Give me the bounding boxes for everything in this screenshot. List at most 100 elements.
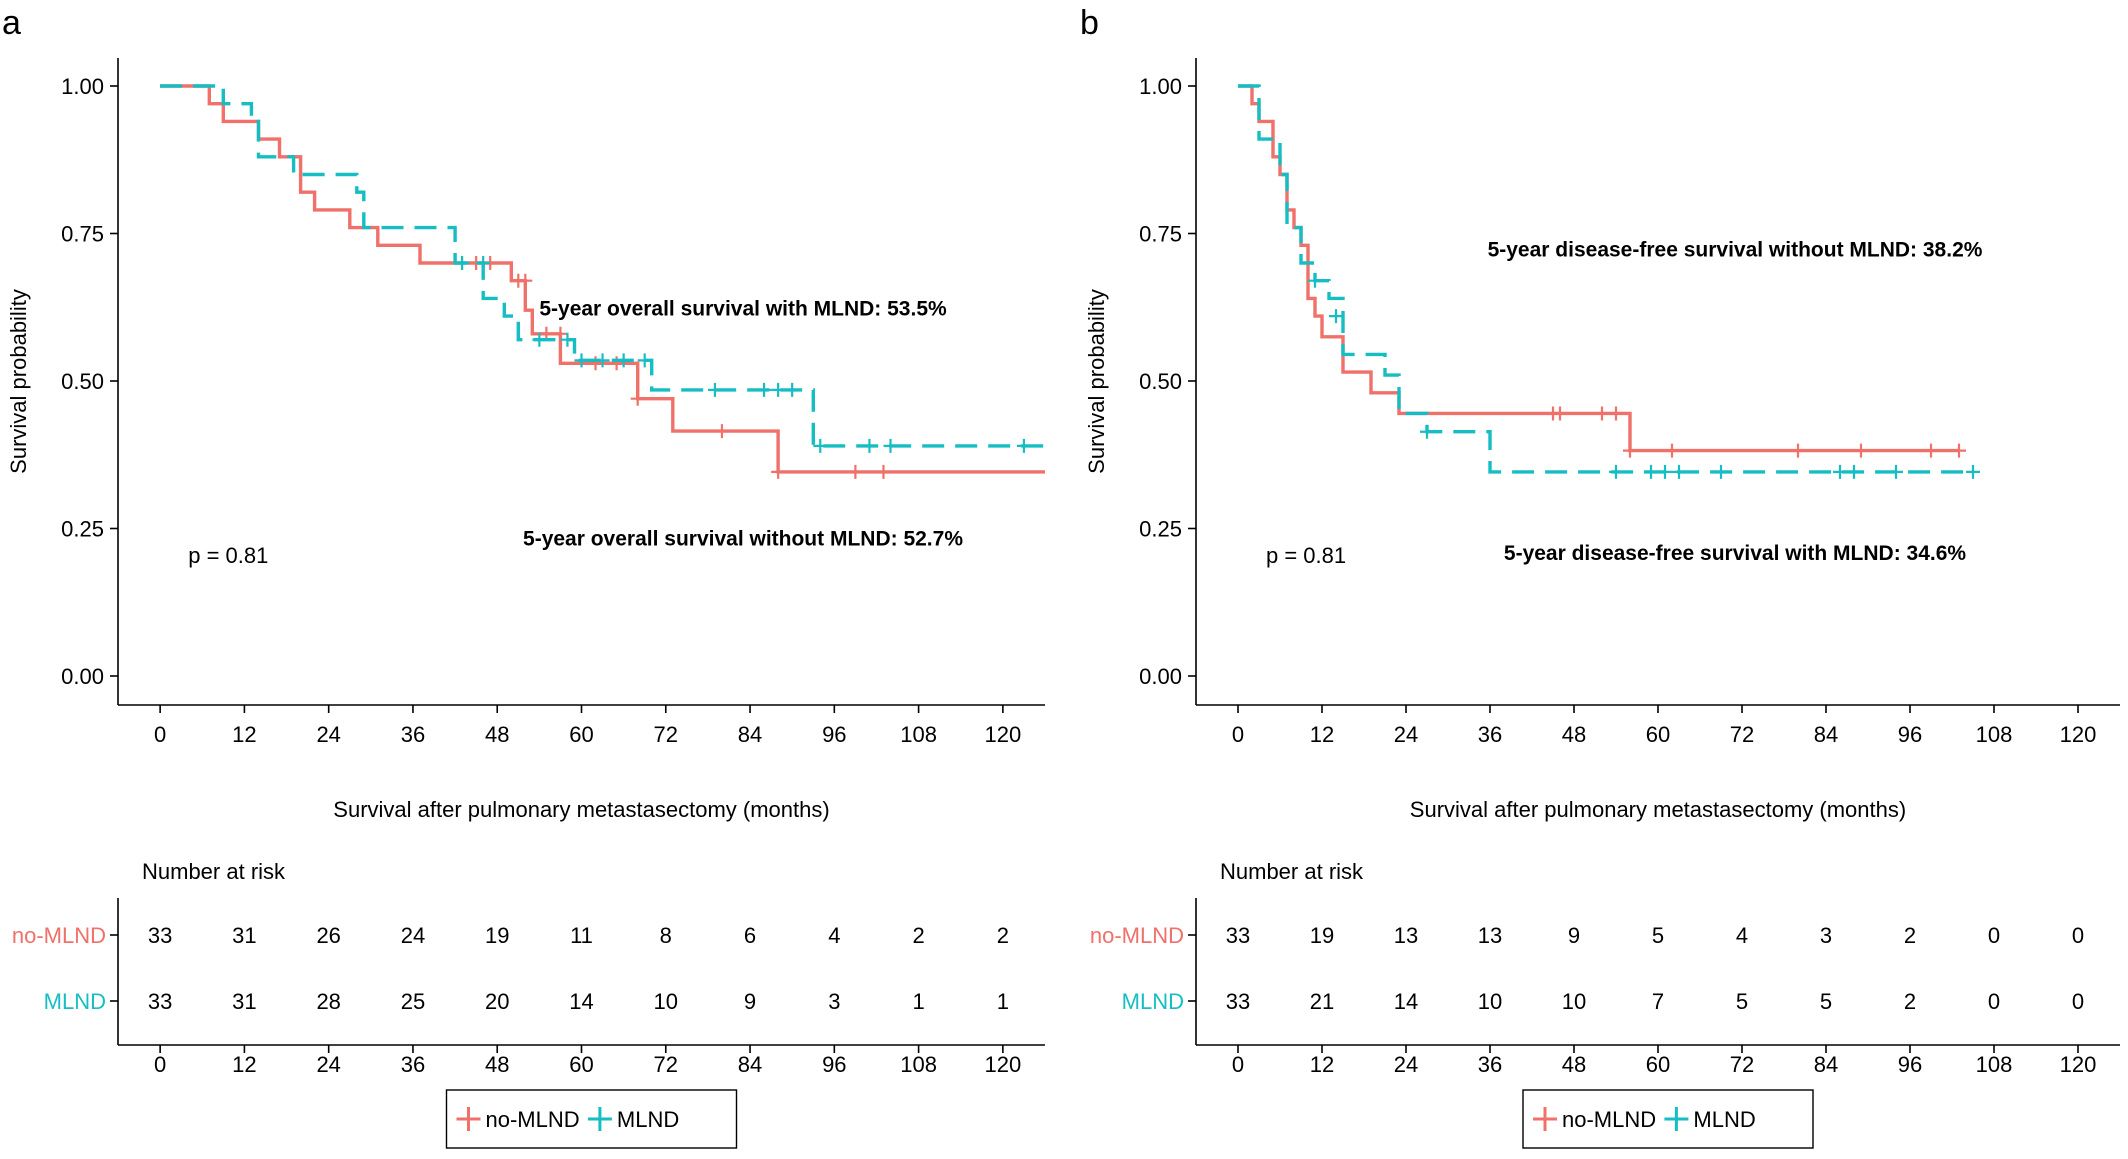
risk-value: 3	[1820, 923, 1832, 948]
risk-row-label-no-mlnd: no-MLND	[1090, 923, 1184, 948]
censor-mark-mlnd	[883, 438, 898, 453]
risk-x-tick-label: 0	[1232, 1052, 1244, 1077]
survival-curve-no-mlnd	[1238, 84, 1959, 453]
x-tick-label: 120	[985, 722, 1022, 747]
legend-key-mlnd	[1664, 1107, 1689, 1131]
risk-value: 33	[1226, 923, 1250, 948]
risk-x-tick-label: 96	[822, 1052, 846, 1077]
censor-mark-no-mlnd	[609, 356, 624, 371]
y-tick-label: 0.75	[1139, 222, 1182, 247]
risk-value: 28	[316, 989, 340, 1014]
risk-value: 10	[1478, 989, 1502, 1014]
censor-mark-no-mlnd	[553, 326, 568, 341]
risk-value: 0	[2072, 989, 2084, 1014]
x-tick-label: 12	[1310, 722, 1334, 747]
risk-value: 19	[1310, 923, 1334, 948]
p-value-label: p = 0.81	[1266, 543, 1346, 568]
risk-table-title: Number at risk	[1220, 859, 1364, 884]
x-axis-title: Survival after pulmonary metastasectomy …	[1410, 797, 1906, 822]
censor-mark-no-mlnd	[1595, 406, 1609, 421]
risk-x-tick-label: 108	[900, 1052, 937, 1077]
risk-value: 10	[654, 989, 678, 1014]
risk-table-title: Number at risk	[142, 859, 286, 884]
censor-mark-no-mlnd	[771, 464, 786, 479]
y-tick-label: 0.25	[61, 517, 104, 542]
censor-mark-no-mlnd	[1791, 443, 1805, 458]
x-tick-label: 96	[1898, 722, 1922, 747]
risk-x-tick-label: 72	[654, 1052, 678, 1077]
y-tick-label: 0.00	[1139, 664, 1182, 689]
censor-mark-no-mlnd	[876, 464, 891, 479]
risk-value: 33	[148, 989, 172, 1014]
censor-mark-no-mlnd	[1553, 406, 1567, 421]
risk-value: 2	[1904, 989, 1916, 1014]
x-tick-label: 96	[822, 722, 846, 747]
censor-mark-mlnd	[1889, 464, 1903, 479]
y-tick-label: 0.25	[1139, 517, 1182, 542]
censor-mark-mlnd	[1329, 309, 1343, 324]
risk-value: 26	[316, 923, 340, 948]
x-tick-label: 12	[232, 722, 256, 747]
risk-x-tick-label: 12	[232, 1052, 256, 1077]
panel-a: a0.000.250.500.751.000 12 24 36 48 60 72 84 96 10…	[2, 4, 1045, 1149]
risk-value: 10	[1562, 989, 1586, 1014]
risk-x-tick-label: 60	[569, 1052, 593, 1077]
censor-mark-mlnd	[785, 382, 800, 397]
censor-mark-no-mlnd	[1854, 443, 1868, 458]
y-tick-label: 0.00	[61, 664, 104, 689]
censor-mark-mlnd	[455, 256, 470, 270]
legend-label-mlnd: MLND	[617, 1107, 679, 1132]
panel-label: a	[2, 4, 21, 42]
annotation-label: 5-year overall survival with MLND: 53.5%	[539, 297, 947, 320]
y-tick-label: 0.75	[61, 222, 104, 247]
censor-mark-mlnd	[616, 353, 631, 368]
censor-mark-mlnd	[1966, 464, 1980, 479]
risk-value: 3	[828, 989, 840, 1014]
survival-curve-mlnd	[160, 84, 1045, 448]
risk-value: 25	[401, 989, 425, 1014]
x-tick-label: 36	[401, 722, 425, 747]
risk-value: 5	[1820, 989, 1832, 1014]
risk-value: 14	[1394, 989, 1418, 1014]
censor-mark-mlnd	[1672, 464, 1686, 479]
censor-mark-mlnd	[637, 353, 652, 368]
censor-mark-no-mlnd	[848, 464, 863, 479]
censor-mark-mlnd	[1308, 273, 1322, 288]
risk-x-tick-label: 60	[1646, 1052, 1670, 1077]
p-value-label: p = 0.81	[188, 543, 268, 568]
legend-key-no-mlnd	[456, 1107, 481, 1131]
legend: no-MLND MLND	[445, 1089, 738, 1149]
y-tick-label: 0.50	[61, 369, 104, 394]
legend-key-no-mlnd	[1533, 1107, 1557, 1131]
risk-x-tick-label: 120	[985, 1052, 1022, 1077]
risk-value: 13	[1478, 923, 1502, 948]
risk-value: 1	[997, 989, 1009, 1014]
risk-value: 21	[1310, 989, 1334, 1014]
x-tick-label: 108	[1976, 722, 2013, 747]
x-tick-label: 72	[1730, 722, 1754, 747]
risk-value: 0	[2072, 923, 2084, 948]
censor-mark-mlnd	[1016, 438, 1031, 453]
x-tick-label: 0	[154, 722, 166, 747]
censor-mark-mlnd	[1714, 464, 1728, 479]
risk-value: 7	[1652, 989, 1664, 1014]
annotation-label: 5-year overall survival without MLND: 52…	[523, 527, 963, 550]
x-tick-label: 72	[654, 722, 678, 747]
censor-mark-mlnd	[813, 438, 828, 453]
censor-mark-no-mlnd	[1665, 443, 1679, 458]
risk-value: 8	[660, 923, 672, 948]
legend-label-no-mlnd: no-MLND	[486, 1107, 580, 1132]
y-axis-title: Survival probability	[6, 289, 31, 474]
risk-value: 2	[912, 923, 924, 948]
risk-x-tick-label: 24	[316, 1052, 340, 1077]
censor-mark-no-mlnd	[1924, 443, 1938, 458]
censor-mark-mlnd	[595, 353, 610, 368]
censor-mark-mlnd	[532, 332, 547, 347]
risk-x-tick-label: 48	[1562, 1052, 1586, 1077]
censor-mark-no-mlnd	[714, 424, 729, 439]
censor-mark-mlnd	[707, 382, 722, 397]
survival-curve-no-mlnd	[160, 84, 1045, 474]
x-tick-label: 108	[900, 722, 937, 747]
